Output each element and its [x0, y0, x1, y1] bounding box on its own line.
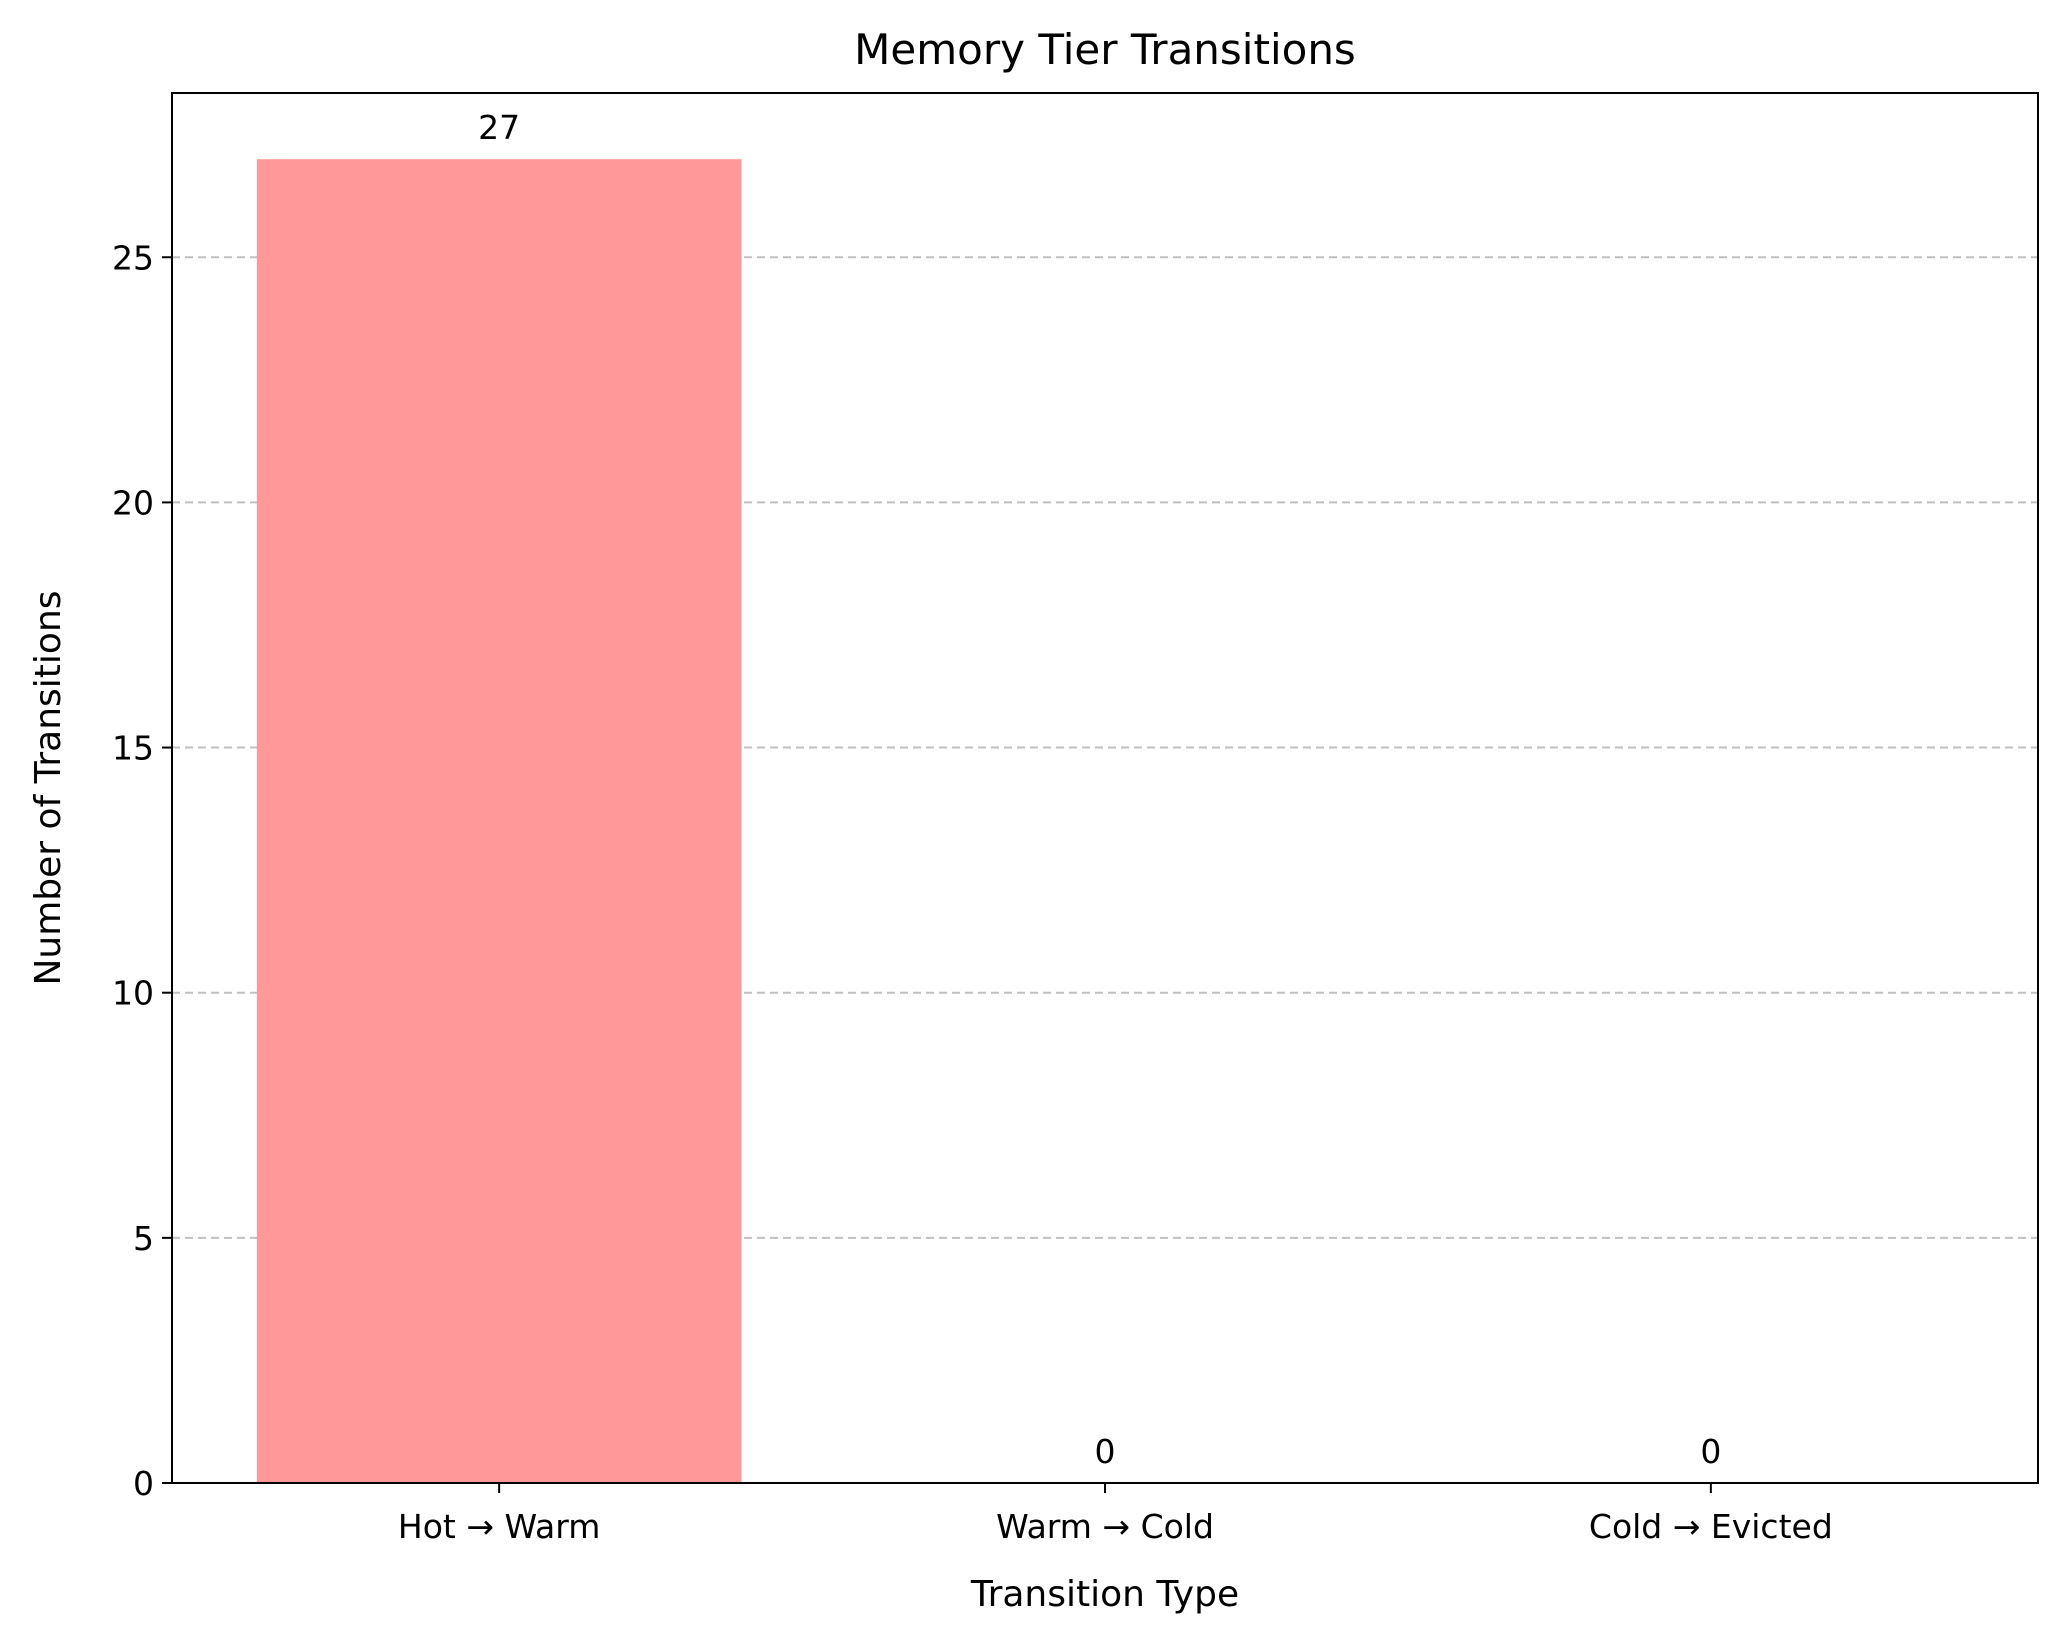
- y-tick-label-20: 20: [112, 483, 154, 522]
- y-tick-label-10: 10: [112, 974, 154, 1013]
- x-axis-label: Transition Type: [970, 1574, 1239, 1615]
- x-tick-label-1: Warm → Cold: [996, 1507, 1214, 1546]
- y-axis-ticks: 0 5 10 15 20 25: [112, 238, 172, 1503]
- data-labels: 27 0 0: [478, 108, 1721, 1471]
- y-tick-label-15: 15: [112, 729, 154, 768]
- data-label-0: 27: [478, 108, 520, 147]
- data-label-1: 0: [1095, 1432, 1116, 1471]
- chart-title: Memory Tier Transitions: [854, 25, 1356, 74]
- bars: [256, 159, 742, 1484]
- x-tick-label-0: Hot → Warm: [398, 1507, 600, 1546]
- bar-0: [256, 159, 742, 1484]
- y-axis-label: Number of Transitions: [28, 590, 69, 985]
- x-axis-ticks: Hot → Warm Warm → Cold Cold → Evicted: [398, 1483, 1833, 1546]
- x-tick-label-2: Cold → Evicted: [1589, 1507, 1833, 1546]
- y-tick-label-5: 5: [133, 1219, 154, 1258]
- y-tick-label-0: 0: [133, 1464, 154, 1503]
- y-tick-label-25: 25: [112, 238, 154, 277]
- data-label-2: 0: [1700, 1432, 1721, 1471]
